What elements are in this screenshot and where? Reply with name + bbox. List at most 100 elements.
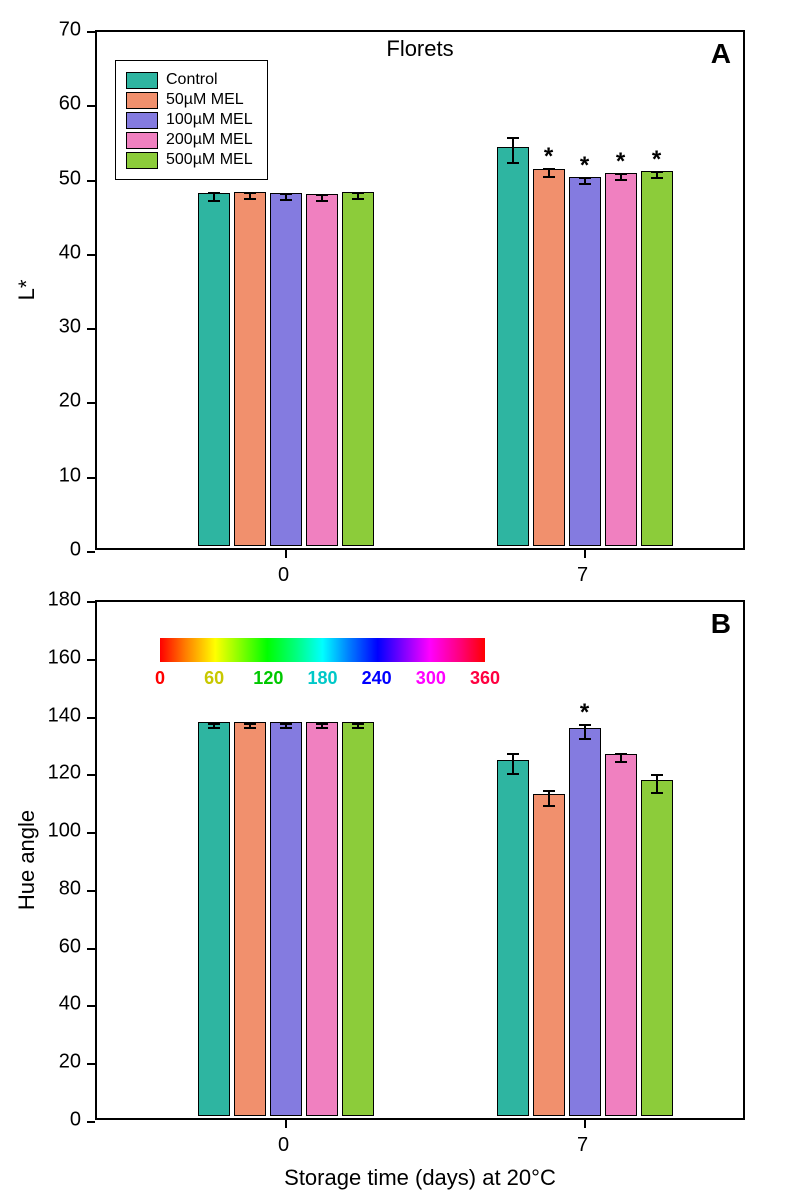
bar-mel500 [641,780,673,1116]
bar-mel100 [270,193,302,546]
y-tick [87,774,95,776]
y-tick-label: 50 [59,167,81,190]
error-cap [208,192,220,194]
error-cap [543,790,555,792]
error-cap [352,192,364,194]
y-tick-label: 160 [48,646,81,669]
legend-item-mel50: 50µM MEL [126,91,253,109]
y-tick [87,1121,95,1123]
hue-scale-label: 240 [362,668,392,689]
y-tick-label: 70 [59,19,81,42]
error-cap [507,137,519,139]
legend-label: Control [166,71,218,89]
error-cap [507,773,519,775]
legend-swatch [126,112,158,129]
y-tick [87,31,95,33]
y-tick-label: 60 [59,935,81,958]
legend-swatch [126,152,158,169]
bar-control [198,193,230,546]
y-tick [87,1005,95,1007]
legend-swatch [126,72,158,89]
error-cap [316,727,328,729]
bar-mel200 [306,194,338,546]
panel-a-title: Florets [386,36,453,62]
error-cap [615,753,627,755]
legend-label: 100µM MEL [166,111,253,129]
bar-mel500 [342,722,374,1116]
y-tick-label: 80 [59,877,81,900]
error-cap [244,198,256,200]
bar-mel100 [569,177,601,546]
y-tick-label: 0 [70,1109,81,1132]
significance-marker: * [616,148,625,176]
y-tick-label: 100 [48,820,81,843]
hue-scale-label: 0 [155,668,165,689]
y-tick [87,717,95,719]
x-tick-label: 7 [577,564,588,587]
error-cap [579,738,591,740]
error-cap [244,727,256,729]
y-tick [87,328,95,330]
error-cap [579,183,591,185]
bar-control [497,147,529,546]
significance-marker: * [580,152,589,180]
legend-item-mel200: 200µM MEL [126,131,253,149]
legend-label: 200µM MEL [166,131,253,149]
legend-swatch [126,132,158,149]
bar-mel50 [234,192,266,546]
error-cap [316,200,328,202]
error-cap [651,177,663,179]
error-cap [244,723,256,725]
y-tick [87,105,95,107]
y-tick [87,601,95,603]
legend-item-control: Control [126,71,253,89]
error-bar [548,791,550,805]
hue-scale-label: 120 [253,668,283,689]
error-cap [316,723,328,725]
y-tick-label: 40 [59,993,81,1016]
error-bar [584,725,586,739]
legend-label: 500µM MEL [166,151,253,169]
y-tick-label: 0 [70,539,81,562]
significance-marker: * [544,143,553,171]
x-tick [584,550,586,558]
y-tick [87,659,95,661]
y-tick [87,254,95,256]
bar-mel200 [605,754,637,1116]
y-tick [87,948,95,950]
y-tick-label: 20 [59,390,81,413]
error-cap [651,774,663,776]
error-cap [507,162,519,164]
y-tick [87,402,95,404]
x-tick [584,1120,586,1128]
error-cap [208,200,220,202]
error-cap [651,792,663,794]
x-tick [285,1120,287,1128]
panel-a: **** Florets A L* Control50µM MEL100µM M… [95,30,745,550]
significance-marker: * [652,146,661,174]
hue-spectrum-bar [160,638,485,662]
y-label-a: L* [14,280,40,301]
panel-b: * B Hue angle Storage time (days) at 20°… [95,600,745,1120]
y-tick-label: 60 [59,93,81,116]
error-cap [352,723,364,725]
x-tick [285,550,287,558]
error-cap [507,753,519,755]
error-cap [280,193,292,195]
legend-swatch [126,92,158,109]
bar-mel100 [270,722,302,1116]
x-tick-label: 0 [278,1134,289,1157]
y-tick [87,1063,95,1065]
error-cap [208,727,220,729]
bar-mel50 [533,794,565,1116]
panel-b-label: B [711,608,731,640]
panel-a-label: A [711,38,731,70]
figure: * * * * Florets A L* Control 50µM MEL 100µM M… [0,0,793,1194]
error-cap [316,194,328,196]
y-tick [87,477,95,479]
y-tick [87,832,95,834]
y-tick-label: 10 [59,464,81,487]
hue-scale-label: 180 [307,668,337,689]
bar-mel50 [533,169,565,546]
x-tick-label: 0 [278,564,289,587]
